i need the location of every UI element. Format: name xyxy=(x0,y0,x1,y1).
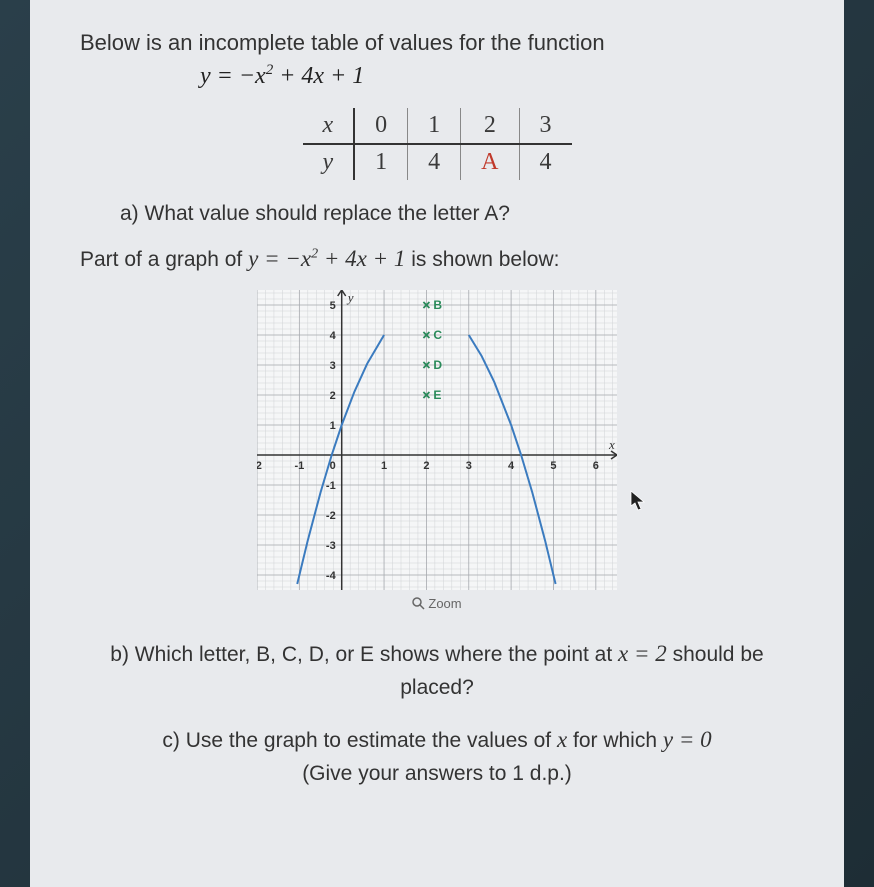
worksheet-page: Below is an incomplete table of values f… xyxy=(30,0,844,887)
svg-text:3: 3 xyxy=(466,460,472,472)
question-b: b) Which letter, B, C, D, or E shows whe… xyxy=(80,637,794,703)
table-cell-A: A xyxy=(461,144,519,180)
table-cell: 1 xyxy=(354,144,408,180)
svg-text:B: B xyxy=(433,298,442,312)
svg-text:y: y xyxy=(346,290,354,305)
value-table: x 0 1 2 3 y 1 4 A 4 xyxy=(303,108,572,180)
svg-text:6: 6 xyxy=(593,460,599,472)
table-cell: 1 xyxy=(408,108,461,144)
svg-text:-3: -3 xyxy=(326,540,336,552)
qc-math1: x xyxy=(557,727,567,752)
table-cell: 4 xyxy=(408,144,461,180)
qb-pre: b) Which letter, B, C, D, or E shows whe… xyxy=(110,643,618,666)
part-text-pre: Part of a graph of xyxy=(80,248,248,271)
svg-text:-2: -2 xyxy=(326,510,336,522)
question-c: c) Use the graph to estimate the values … xyxy=(80,723,794,789)
table-cell: 2 xyxy=(461,108,519,144)
question-a: a) What value should replace the letter … xyxy=(120,202,794,226)
part-equation: y = −x2 + 4x + 1 xyxy=(248,246,405,271)
svg-text:5: 5 xyxy=(330,300,336,312)
svg-text:-2: -2 xyxy=(257,460,262,472)
svg-text:3: 3 xyxy=(330,360,336,372)
qc-math2: y = 0 xyxy=(663,727,712,752)
svg-text:x: x xyxy=(608,437,615,452)
svg-text:-1: -1 xyxy=(294,460,304,472)
qc-mid: for which xyxy=(567,729,663,752)
zoom-control[interactable]: Zoom xyxy=(80,596,794,611)
part-text-post: is shown below: xyxy=(405,248,559,271)
svg-text:-4: -4 xyxy=(326,570,337,582)
qc-pre: c) Use the graph to estimate the values … xyxy=(162,729,557,752)
svg-text:1: 1 xyxy=(330,420,336,432)
zoom-icon xyxy=(412,597,425,610)
intro-text: Below is an incomplete table of values f… xyxy=(80,30,794,56)
table-cell: 4 xyxy=(519,144,572,180)
table-header-y: y xyxy=(303,144,355,180)
value-table-wrap: x 0 1 2 3 y 1 4 A 4 xyxy=(80,108,794,180)
part-intro: Part of a graph of y = −x2 + 4x + 1 is s… xyxy=(80,246,794,272)
svg-text:-1: -1 xyxy=(326,480,336,492)
cursor-icon xyxy=(630,490,648,512)
table-cell: 0 xyxy=(354,108,408,144)
svg-text:4: 4 xyxy=(330,330,337,342)
svg-text:D: D xyxy=(433,358,442,372)
graph-container: -2-1123456-4-3-2-1123450xyBCDE xyxy=(80,290,794,590)
zoom-label: Zoom xyxy=(428,596,461,611)
table-cell: 3 xyxy=(519,108,572,144)
table-header-x: x xyxy=(303,108,355,144)
function-equation: y = −x2 + 4x + 1 xyxy=(200,62,794,90)
svg-text:2: 2 xyxy=(423,460,429,472)
svg-text:5: 5 xyxy=(550,460,556,472)
qc-sub: (Give your answers to 1 d.p.) xyxy=(302,762,572,785)
table-row: y 1 4 A 4 xyxy=(303,144,572,180)
svg-text:C: C xyxy=(433,328,442,342)
table-row: x 0 1 2 3 xyxy=(303,108,572,144)
svg-text:E: E xyxy=(433,388,441,402)
qb-math: x = 2 xyxy=(618,641,667,666)
function-graph: -2-1123456-4-3-2-1123450xyBCDE xyxy=(257,290,617,590)
svg-text:1: 1 xyxy=(381,460,387,472)
svg-text:4: 4 xyxy=(508,460,515,472)
svg-text:2: 2 xyxy=(330,390,336,402)
